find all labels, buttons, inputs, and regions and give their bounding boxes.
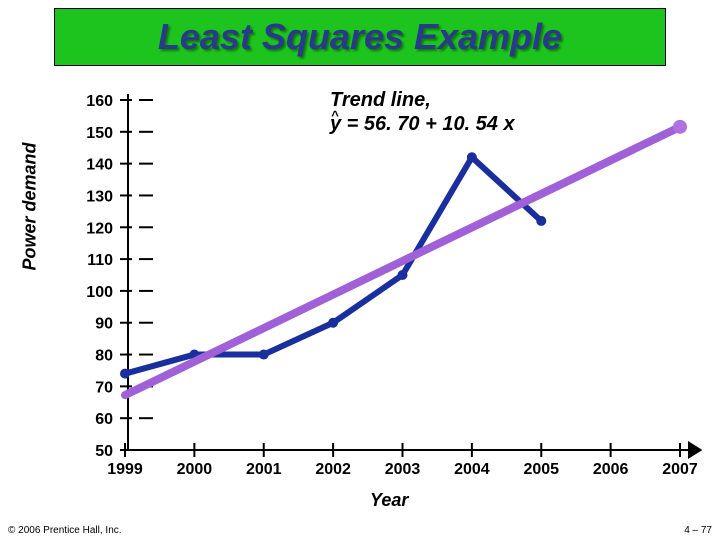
y-tick-label: 100 (86, 284, 113, 301)
y-tick-label: 110 (87, 252, 113, 269)
axes (128, 94, 688, 450)
y-tick-label: 140 (86, 157, 113, 174)
y-tick-label: 50 (95, 443, 113, 460)
y-tick-label: 90 (95, 316, 113, 333)
data-line (125, 157, 541, 373)
data-marker (536, 216, 546, 226)
trend-line (125, 127, 680, 395)
slide: Least Squares Example Trend line, y = 56… (0, 0, 720, 540)
data-marker (398, 270, 408, 280)
x-tick-label: 2001 (246, 461, 282, 478)
data-marker (259, 350, 269, 360)
x-tick-label: 2003 (385, 461, 421, 478)
y-tick-label: 80 (95, 348, 113, 365)
trend-end-marker (673, 120, 687, 134)
data-marker (467, 152, 477, 162)
data-marker (120, 369, 130, 379)
chart-plot: 50 60 70 80 90 100 110 120 130 140 150 160 1999 2000 2… (0, 0, 720, 540)
x-tick-label: 2002 (315, 461, 351, 478)
y-tick-label: 120 (86, 220, 113, 237)
page-number: 4 – 77 (684, 525, 712, 536)
x-tick-label: 2000 (177, 461, 213, 478)
y-tick-label: 150 (86, 125, 113, 142)
x-tick-label: 1999 (107, 461, 143, 478)
x-tick-label: 2004 (454, 461, 490, 478)
x-tick-label: 2006 (593, 461, 629, 478)
x-axis-arrow (688, 441, 702, 459)
x-tick-label: 2007 (662, 461, 698, 478)
x-tick-label: 2005 (523, 461, 559, 478)
y-tick-label: 60 (95, 411, 113, 428)
data-marker (328, 318, 338, 328)
y-tick-label: 130 (86, 188, 113, 205)
copyright-text: © 2006 Prentice Hall, Inc. (8, 525, 122, 536)
y-tick-label: 70 (95, 379, 113, 396)
y-tick-label: 160 (86, 93, 113, 110)
